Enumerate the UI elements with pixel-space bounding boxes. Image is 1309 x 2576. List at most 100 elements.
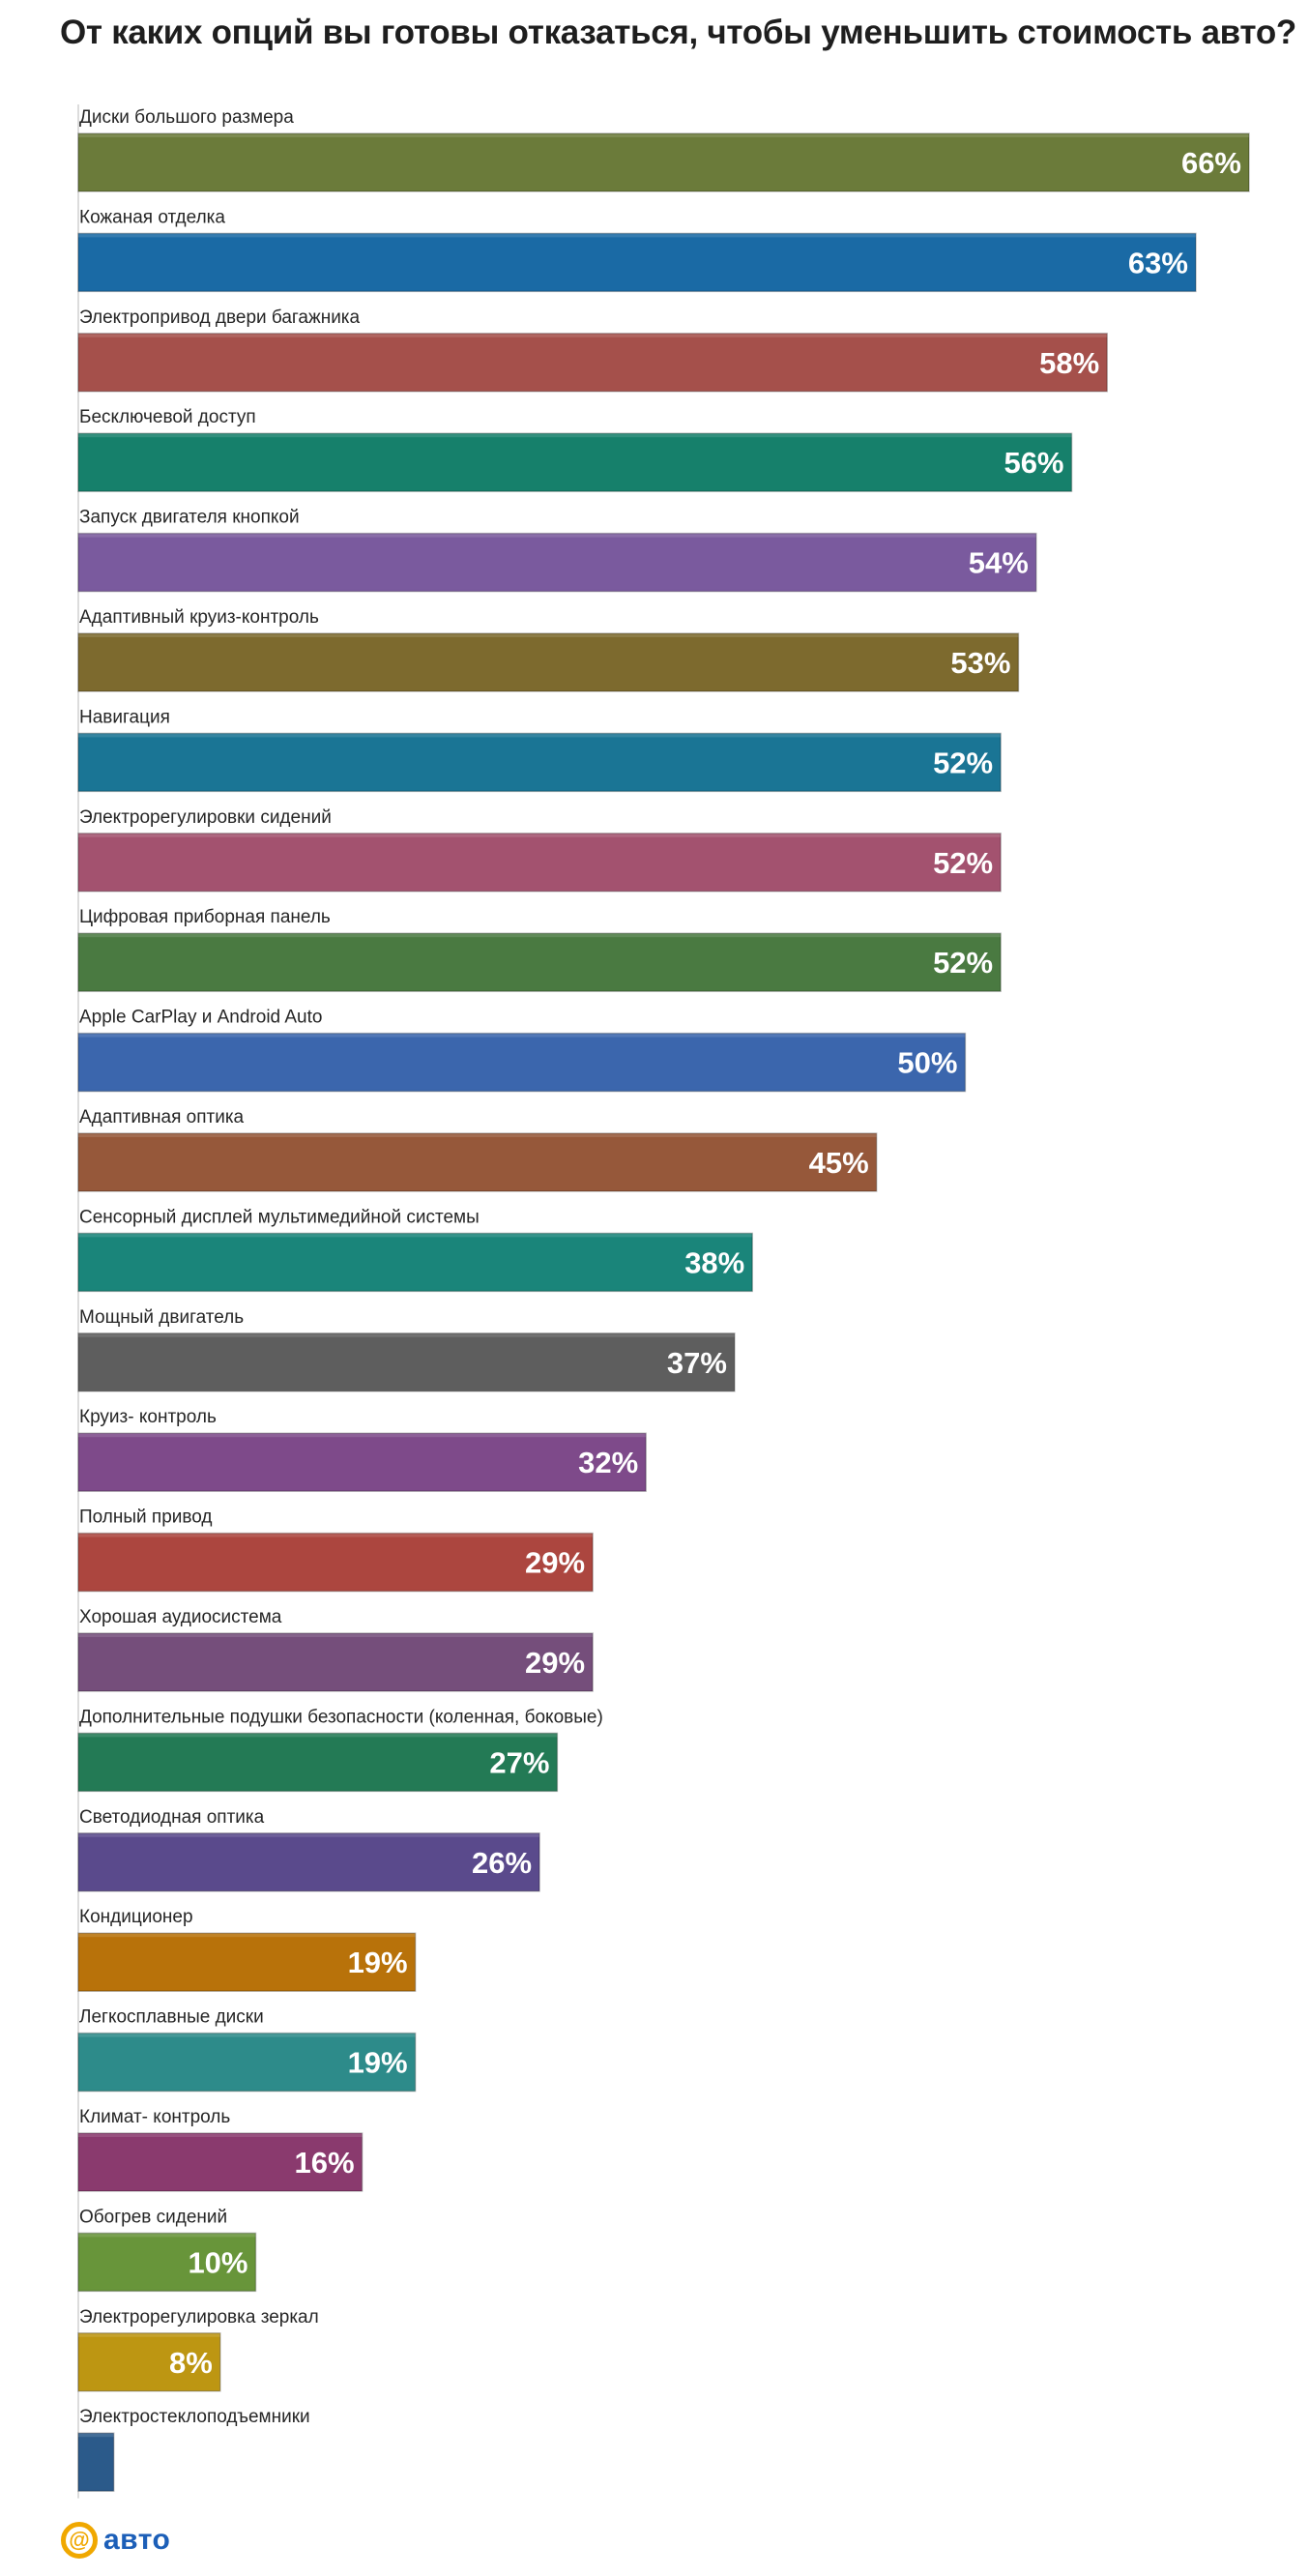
bar-row: Электрорегулировки сидений 52%	[77, 807, 1002, 893]
bar-row: Мощный двигатель 37%	[77, 1307, 736, 1392]
bar-highlight	[78, 1832, 540, 1837]
value-label: 45%	[809, 1146, 869, 1180]
bar	[77, 1932, 417, 1992]
bar	[77, 932, 1002, 992]
category-label: Электрорегулировка зеркал	[79, 2307, 319, 2327]
category-label: Климат- контроль	[79, 2107, 230, 2127]
category-label: Легкосплавные диски	[79, 2007, 264, 2028]
bar-row: Светодиодная оптика 26%	[77, 1807, 540, 1892]
bar-highlight	[78, 1332, 735, 1337]
bar	[77, 2032, 417, 2093]
category-label: Адаптивная оптика	[79, 1107, 245, 1127]
category-label: Электростеклоподъемники	[79, 2407, 310, 2427]
bar	[77, 1232, 753, 1293]
bar-highlight	[78, 1433, 647, 1438]
category-label: Хорошая аудиосистема	[79, 1607, 282, 1627]
value-label: 58%	[1039, 346, 1099, 380]
bar-highlight	[78, 1733, 558, 1738]
value-label: 38%	[684, 1245, 744, 1279]
bar-row: Хорошая аудиосистема 29%	[77, 1607, 594, 1692]
category-label: Кожаная отделка	[79, 207, 225, 227]
bar-highlight	[78, 2433, 114, 2438]
bar-highlight	[78, 2133, 363, 2137]
category-label: Мощный двигатель	[79, 1307, 244, 1328]
category-label: Apple CarPlay и Android Auto	[79, 1008, 322, 1028]
value-label: 29%	[525, 1646, 585, 1680]
bar-row: Электростеклоподъемники	[77, 2407, 310, 2492]
bar-highlight	[78, 1133, 877, 1137]
bar-highlight	[78, 233, 1196, 238]
bar-highlight	[78, 733, 1002, 738]
bar-highlight	[78, 2332, 220, 2337]
bar-row: Электрорегулировка зеркал 8%	[77, 2307, 319, 2392]
bar	[77, 1532, 594, 1593]
value-label: 52%	[933, 746, 993, 779]
value-label: 19%	[348, 1946, 408, 1979]
bar-highlight	[78, 133, 1249, 137]
bar-highlight	[78, 333, 1108, 337]
bar-row: Цифровая приборная панель 52%	[77, 907, 1002, 992]
bar	[77, 1632, 594, 1692]
bar	[77, 2432, 115, 2492]
category-label: Светодиодная оптика	[79, 1807, 265, 1828]
bar-highlight	[78, 1933, 416, 1938]
bar-highlight	[78, 933, 1002, 938]
value-label: 8%	[169, 2346, 213, 2380]
bar	[77, 232, 1197, 293]
bar	[77, 2332, 221, 2392]
bar-chart: Диски большого размера 66% Кожаная отделка…	[77, 104, 1250, 2499]
bar	[77, 432, 1073, 492]
category-label: Обогрев сидений	[79, 2207, 227, 2227]
logo-text: авто	[103, 2524, 171, 2556]
bar	[77, 132, 1250, 192]
bar-row: Кондиционер 19%	[77, 1907, 417, 1992]
bar	[77, 2232, 257, 2293]
bar	[77, 732, 1002, 793]
bar-row: Дополнительные подушки безопасности (кол…	[77, 1707, 603, 1793]
bar-row: Климат- контроль 16%	[77, 2107, 364, 2192]
bar-highlight	[78, 833, 1002, 837]
value-label: 10%	[188, 2245, 247, 2279]
value-label: 52%	[933, 946, 993, 980]
bar-row: Круиз- контроль 32%	[77, 1407, 647, 1492]
bar-row: Диски большого размера 66%	[77, 107, 1250, 192]
bar-highlight	[78, 1033, 966, 1038]
bar-highlight	[78, 1533, 594, 1537]
bar	[77, 1032, 967, 1093]
bar-highlight	[78, 433, 1072, 438]
value-label: 16%	[295, 2146, 355, 2180]
auto-mail-logo: @ авто	[61, 2518, 170, 2562]
category-label: Диски большого размера	[79, 107, 294, 128]
category-label: Электрорегулировки сидений	[79, 807, 332, 828]
value-label: 32%	[578, 1446, 638, 1479]
category-label: Электропривод двери багажника	[79, 307, 361, 328]
bar-highlight	[78, 1633, 594, 1637]
bar	[77, 1732, 559, 1793]
bar-row: Apple CarPlay и Android Auto 50%	[77, 1008, 967, 1093]
bar	[77, 1432, 647, 1492]
value-label: 37%	[667, 1346, 727, 1380]
bar-highlight	[78, 2033, 416, 2037]
value-label: 53%	[950, 646, 1010, 680]
category-label: Сенсорный дисплей мультимедийной системы	[79, 1207, 480, 1227]
bar-row: Адаптивная оптика 45%	[77, 1107, 878, 1192]
value-label: 63%	[1128, 246, 1188, 279]
value-label: 29%	[525, 1546, 585, 1580]
category-label: Запуск двигателя кнопкой	[79, 508, 300, 528]
category-label: Адаптивный круиз-контроль	[79, 607, 319, 628]
value-label: 50%	[897, 1046, 957, 1080]
bar	[77, 333, 1108, 393]
value-label: 52%	[933, 846, 993, 880]
bar-row: Кожаная отделка 63%	[77, 207, 1197, 293]
bar-highlight	[78, 633, 1019, 637]
value-label: 26%	[472, 1846, 532, 1880]
bar	[77, 632, 1020, 692]
bar-row: Легкосплавные диски 19%	[77, 2007, 417, 2093]
bar-row: Бесключевой доступ 56%	[77, 407, 1073, 492]
category-label: Полный привод	[79, 1508, 213, 1528]
category-label: Навигация	[79, 707, 170, 727]
bar	[77, 1832, 540, 1892]
bar	[77, 1332, 736, 1392]
category-label: Бесключевой доступ	[79, 407, 256, 427]
bar-row: Адаптивный круиз-контроль 53%	[77, 607, 1020, 692]
